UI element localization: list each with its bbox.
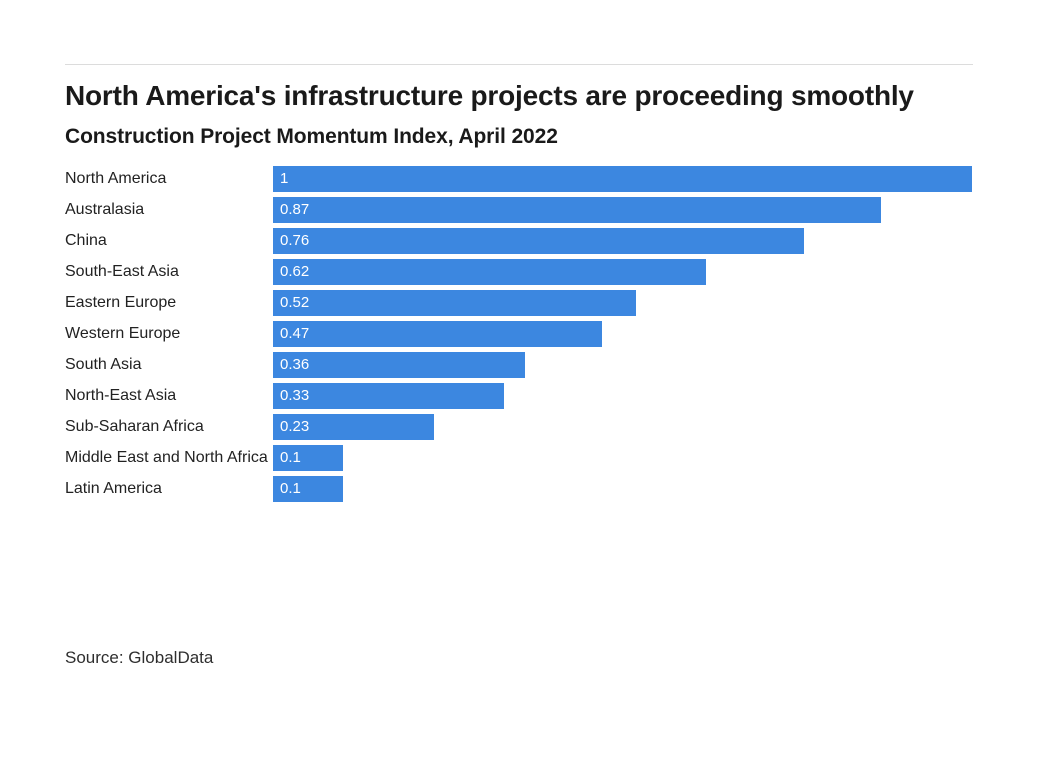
bar: 0.87 [273,197,882,223]
bar: 0.76 [273,228,805,254]
bar-value-label: 0.1 [280,480,301,497]
chart-row: South-East Asia 0.62 [65,259,973,285]
bar-value-label: 0.47 [280,325,310,342]
bar: 0.23 [273,414,434,440]
bar-track: 0.62 [273,259,972,285]
bar-value-label: 0.23 [280,418,310,435]
bar-track: 0.23 [273,414,972,440]
category-label: North America [65,170,167,187]
chart-row: China 0.76 [65,228,973,254]
bar-value-label: 0.76 [280,232,310,249]
bar: 0.52 [273,290,637,316]
bar: 0.1 [273,445,343,471]
bar: 0.1 [273,476,343,502]
category-label: South Asia [65,356,142,373]
bar-track: 0.1 [273,445,972,471]
bar: 0.47 [273,321,602,347]
bar-value-label: 0.62 [280,263,310,280]
top-divider [65,64,973,65]
chart-row: Western Europe 0.47 [65,321,973,347]
bar-value-label: 0.1 [280,449,301,466]
chart-card: North America's infrastructure projects … [65,64,973,668]
bar-track: 0.87 [273,197,972,223]
bar-value-label: 0.52 [280,294,310,311]
chart-row: Latin America 0.1 [65,476,973,502]
chart-row: South Asia 0.36 [65,352,973,378]
bar: 1 [273,166,972,192]
category-label: Latin America [65,480,162,497]
bar-track: 0.1 [273,476,972,502]
category-label: Western Europe [65,325,181,342]
bar-value-label: 0.87 [280,201,310,218]
chart-row: Eastern Europe 0.52 [65,290,973,316]
bar: 0.62 [273,259,707,285]
bar-track: 0.52 [273,290,972,316]
bar-track: 0.76 [273,228,972,254]
chart-row: North-East Asia 0.33 [65,383,973,409]
bar-track: 0.36 [273,352,972,378]
bar-track: 0.33 [273,383,972,409]
bar-track: 1 [273,166,972,192]
source-note: Source: GlobalData [65,648,214,667]
category-label: Sub-Saharan Africa [65,418,204,435]
bar-value-label: 0.36 [280,356,310,373]
chart-row: North America 1 [65,166,973,192]
category-label: Australasia [65,201,145,218]
chart-row: Sub-Saharan Africa 0.23 [65,414,973,440]
category-label: Eastern Europe [65,294,177,311]
chart-row: Australasia 0.87 [65,197,973,223]
category-label: South-East Asia [65,263,179,280]
category-label: China [65,232,107,249]
bar-chart: North America 1 Australasia 0.87 China 0… [65,166,973,502]
bar-value-label: 0.33 [280,387,310,404]
bar: 0.36 [273,352,525,378]
bar-value-label: 1 [280,170,289,187]
chart-title: North America's infrastructure projects … [65,80,914,111]
bar-track: 0.47 [273,321,972,347]
chart-row: Middle East and North Africa 0.1 [65,445,973,471]
category-label: Middle East and North Africa [65,449,268,466]
bar: 0.33 [273,383,504,409]
chart-subtitle: Construction Project Momentum Index, Apr… [65,125,558,148]
category-label: North-East Asia [65,387,177,404]
